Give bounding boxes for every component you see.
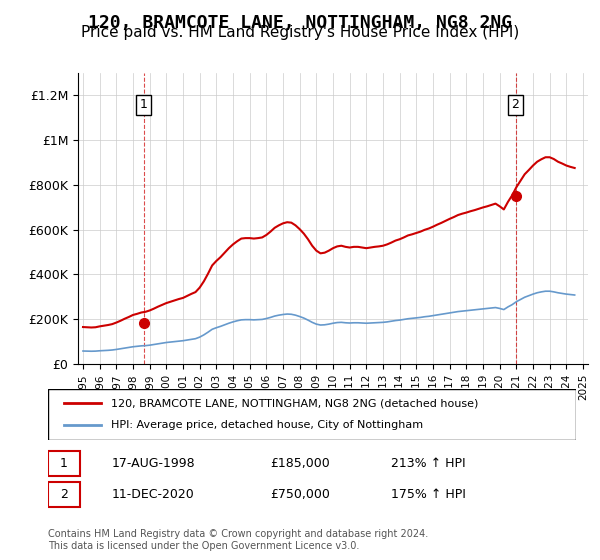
Text: £185,000: £185,000 bbox=[270, 457, 329, 470]
Text: 2: 2 bbox=[60, 488, 68, 501]
Text: 1: 1 bbox=[140, 99, 148, 111]
Text: 11-DEC-2020: 11-DEC-2020 bbox=[112, 488, 194, 501]
FancyBboxPatch shape bbox=[48, 482, 80, 506]
Text: £750,000: £750,000 bbox=[270, 488, 329, 501]
FancyBboxPatch shape bbox=[48, 389, 576, 440]
Text: 120, BRAMCOTE LANE, NOTTINGHAM, NG8 2NG (detached house): 120, BRAMCOTE LANE, NOTTINGHAM, NG8 2NG … bbox=[112, 398, 479, 408]
Text: 2: 2 bbox=[512, 99, 520, 111]
Text: HPI: Average price, detached house, City of Nottingham: HPI: Average price, detached house, City… bbox=[112, 421, 424, 431]
FancyBboxPatch shape bbox=[48, 451, 80, 476]
Text: Contains HM Land Registry data © Crown copyright and database right 2024.
This d: Contains HM Land Registry data © Crown c… bbox=[48, 529, 428, 551]
Text: 120, BRAMCOTE LANE, NOTTINGHAM, NG8 2NG: 120, BRAMCOTE LANE, NOTTINGHAM, NG8 2NG bbox=[88, 14, 512, 32]
Text: 1: 1 bbox=[60, 457, 68, 470]
Text: 175% ↑ HPI: 175% ↑ HPI bbox=[391, 488, 466, 501]
Text: 17-AUG-1998: 17-AUG-1998 bbox=[112, 457, 195, 470]
Text: Price paid vs. HM Land Registry's House Price Index (HPI): Price paid vs. HM Land Registry's House … bbox=[81, 25, 519, 40]
Text: 213% ↑ HPI: 213% ↑ HPI bbox=[391, 457, 466, 470]
